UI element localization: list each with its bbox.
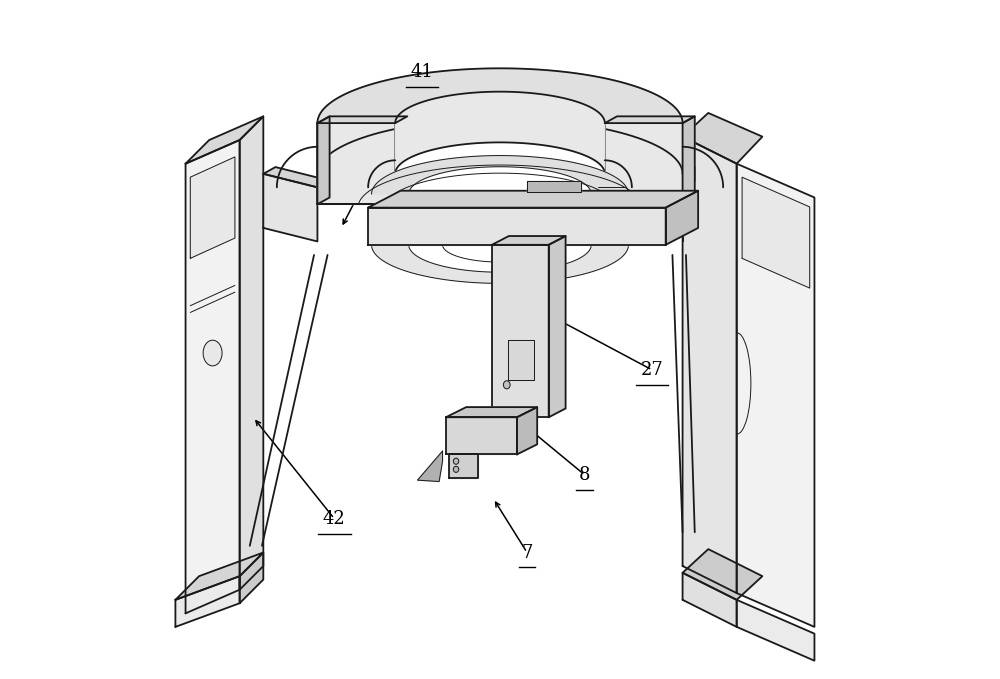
Polygon shape xyxy=(446,407,537,418)
Text: 41: 41 xyxy=(411,63,434,81)
Polygon shape xyxy=(449,454,478,478)
Polygon shape xyxy=(240,116,263,589)
Polygon shape xyxy=(186,140,240,613)
Polygon shape xyxy=(395,92,605,174)
Polygon shape xyxy=(368,191,698,208)
Polygon shape xyxy=(683,573,737,627)
Text: 7: 7 xyxy=(521,543,533,562)
Polygon shape xyxy=(175,576,240,627)
Polygon shape xyxy=(605,123,683,204)
Polygon shape xyxy=(508,340,534,380)
Text: 27: 27 xyxy=(641,361,664,379)
Polygon shape xyxy=(317,69,683,123)
Polygon shape xyxy=(418,451,443,481)
Polygon shape xyxy=(683,549,762,600)
Polygon shape xyxy=(549,236,566,418)
Polygon shape xyxy=(240,553,263,603)
Polygon shape xyxy=(317,116,330,204)
Polygon shape xyxy=(737,600,814,661)
Polygon shape xyxy=(186,116,263,164)
Polygon shape xyxy=(527,181,581,192)
Polygon shape xyxy=(683,136,737,593)
Ellipse shape xyxy=(203,340,222,366)
Polygon shape xyxy=(666,191,698,245)
Ellipse shape xyxy=(453,458,459,464)
Polygon shape xyxy=(317,69,683,174)
Polygon shape xyxy=(446,418,517,454)
Polygon shape xyxy=(605,116,695,123)
Ellipse shape xyxy=(503,381,510,389)
Ellipse shape xyxy=(453,466,459,473)
Polygon shape xyxy=(742,177,810,288)
Polygon shape xyxy=(683,167,695,187)
Polygon shape xyxy=(190,157,235,258)
Polygon shape xyxy=(492,245,549,418)
Polygon shape xyxy=(372,206,628,283)
Polygon shape xyxy=(368,208,666,245)
Polygon shape xyxy=(737,164,814,627)
Polygon shape xyxy=(492,236,566,245)
Polygon shape xyxy=(517,407,537,454)
Polygon shape xyxy=(683,113,762,164)
Polygon shape xyxy=(175,553,263,600)
Text: 8: 8 xyxy=(579,466,590,483)
Polygon shape xyxy=(683,116,695,204)
Text: 42: 42 xyxy=(323,510,346,528)
Polygon shape xyxy=(317,116,407,123)
Polygon shape xyxy=(263,174,317,242)
Polygon shape xyxy=(263,167,330,187)
Polygon shape xyxy=(372,155,628,194)
Polygon shape xyxy=(317,123,395,204)
